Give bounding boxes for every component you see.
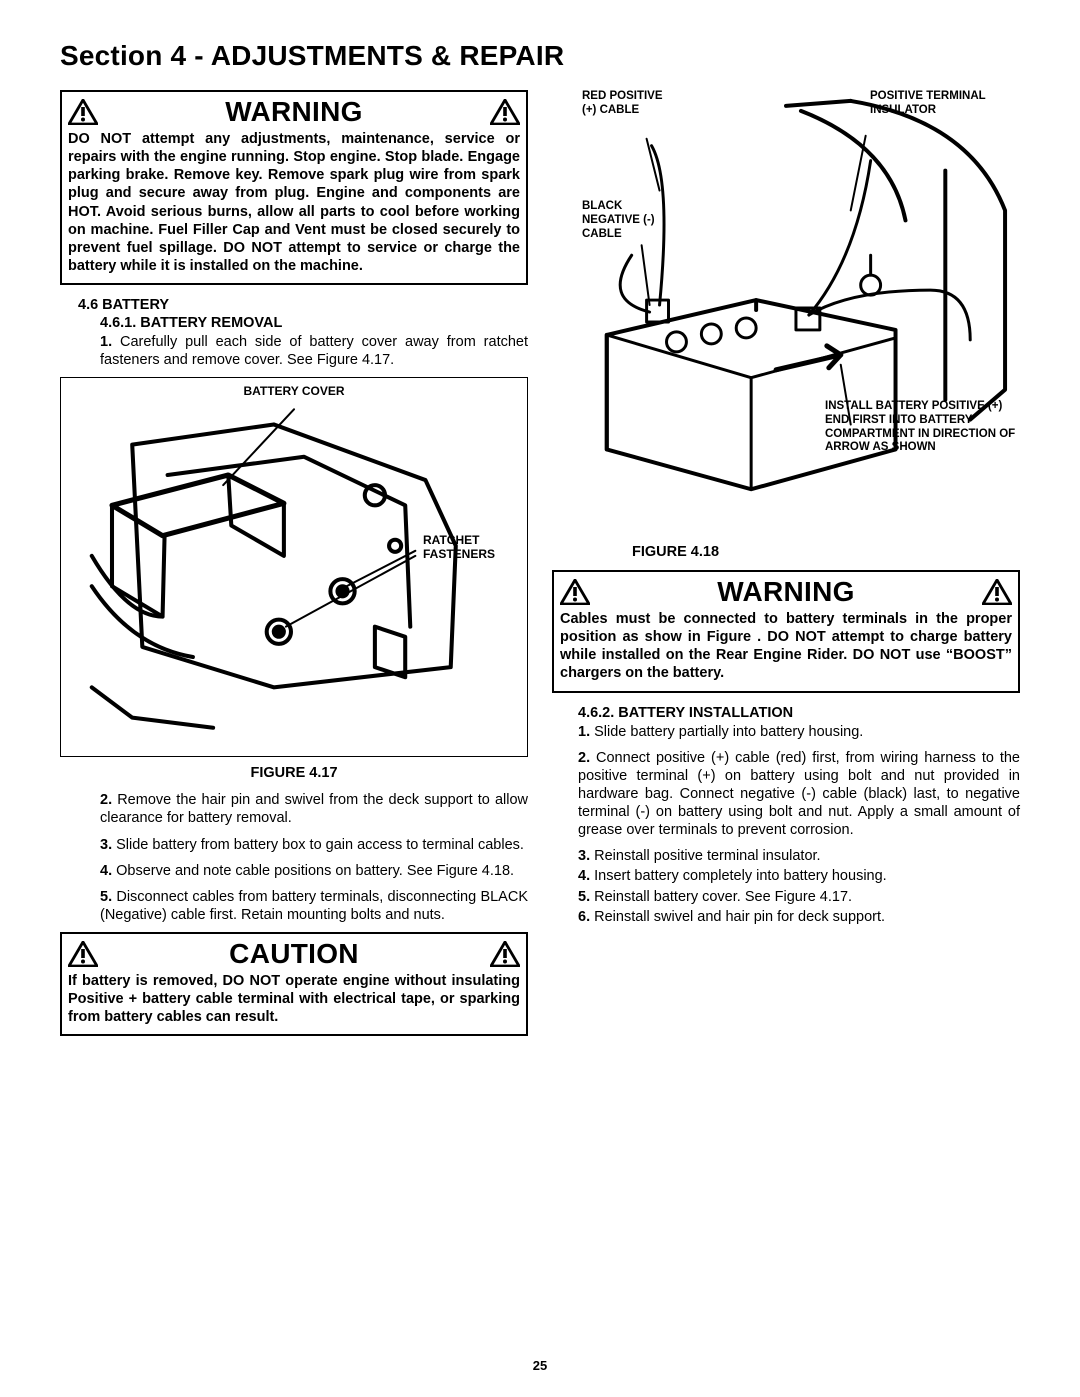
warning-triangle-icon [68,941,98,967]
step-4-6-2-3: 3. Reinstall positive terminal insulator… [578,847,1020,865]
caution-title: CAUTION [106,938,482,970]
step-4-6-1-4: 4. Observe and note cable positions on b… [100,862,528,880]
warning-box-2: WARNING Cables must be connected to batt… [552,570,1020,693]
section-4-6-heading: 4.6 BATTERY [78,297,528,313]
figure-label-red-cable: RED POSITIVE (+) CABLE [582,90,672,118]
figure-label-positive-terminal-insulator: POSITIVE TERMINAL INSULATOR [870,90,1020,118]
figure-label-battery-cover: BATTERY COVER [243,384,344,398]
step-4-6-2-6: 6. Reinstall swivel and hair pin for dec… [578,908,1020,926]
warning-body: DO NOT attempt any adjustments, maintena… [68,130,520,275]
warning-triangle-icon [560,579,590,605]
figure-label-install-direction: INSTALL BATTERY POSITIVE (+) END FIRST I… [825,400,1020,455]
step-4-6-1-2: 2. Remove the hair pin and swivel from t… [100,791,528,827]
step-4-6-1-3: 3. Slide battery from battery box to gai… [100,836,528,854]
left-column: WARNING DO NOT attempt any adjustments, … [60,90,528,1048]
section-4-6-2-heading: 4.6.2. BATTERY INSTALLATION [578,705,1020,721]
warning-title: WARNING [106,96,482,128]
figure-label-ratchet-fasteners: RATCHET FASTENERS [423,533,515,561]
warning-box-1: WARNING DO NOT attempt any adjustments, … [60,90,528,285]
warning-triangle-icon [490,941,520,967]
step-4-6-2-5: 5. Reinstall battery cover. See Figure 4… [578,888,1020,906]
warning-triangle-icon [490,99,520,125]
step-4-6-2-4: 4. Insert battery completely into batter… [578,867,1020,885]
warning-triangle-icon [68,99,98,125]
page-title: Section 4 - ADJUSTMENTS & REPAIR [60,40,1020,72]
figure-4-17-svg [69,384,519,748]
figure-4-18-svg [552,90,1020,540]
figure-4-18-caption: FIGURE 4.18 [632,544,1020,560]
warning-title-2: WARNING [598,576,974,608]
figure-4-17-caption: FIGURE 4.17 [60,765,528,781]
warning-triangle-icon [982,579,1012,605]
step-4-6-1-5: 5. Disconnect cables from battery termin… [100,888,528,924]
figure-4-18: RED POSITIVE (+) CABLE POSITIVE TERMINAL… [552,90,1020,540]
step-4-6-2-2: 2. Connect positive (+) cable (red) firs… [578,749,1020,840]
warning-body-2: Cables must be connected to battery term… [560,610,1012,683]
right-column: RED POSITIVE (+) CABLE POSITIVE TERMINAL… [552,90,1020,1048]
section-4-6-1-heading: 4.6.1. BATTERY REMOVAL [100,315,528,331]
step-4-6-1-1: 1. Carefully pull each side of battery c… [100,333,528,369]
two-column-layout: WARNING DO NOT attempt any adjustments, … [60,90,1020,1048]
figure-4-17: BATTERY COVER RATCHET FASTENERS [60,377,528,757]
step-4-6-2-1: 1. Slide battery partially into battery … [578,723,1020,741]
figure-label-black-cable: BLACK NEGATIVE (-) CABLE [582,200,677,241]
caution-box: CAUTION If battery is removed, DO NOT op… [60,932,528,1036]
page-number: 25 [0,1358,1080,1373]
caution-body: If battery is removed, DO NOT operate en… [68,972,520,1026]
